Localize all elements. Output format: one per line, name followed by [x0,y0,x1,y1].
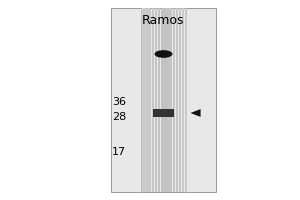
Text: Ramos: Ramos [142,14,185,26]
Bar [154,8,155,192]
Bar [161,8,162,192]
Bar [148,8,149,192]
Bar [175,8,176,192]
Bar [163,8,164,192]
Bar [168,8,169,192]
Bar [157,8,158,192]
Ellipse shape [154,50,172,58]
Bar [156,8,157,192]
Bar [172,8,173,192]
Bar [158,8,159,192]
Bar [177,8,178,192]
Bar [164,8,165,192]
Text: 17: 17 [112,147,126,157]
Bar [143,8,144,192]
Bar [147,8,148,192]
Bar [181,8,182,192]
Bar [176,8,177,192]
Bar [178,8,179,192]
Bar [169,8,170,192]
Bar [159,8,160,192]
Bar [152,8,153,192]
Bar [153,8,154,192]
Bar [150,8,151,192]
Text: 36: 36 [112,97,126,107]
Bar [151,8,152,192]
Bar [183,8,184,192]
Bar [174,8,175,192]
Text: 28: 28 [112,112,126,122]
Bar [170,8,171,192]
Bar [185,8,186,192]
Bar [142,8,143,192]
Bar [111,8,216,192]
Bar [149,8,150,192]
Bar [155,8,156,192]
Bar [167,8,168,192]
Bar [180,8,181,192]
Bar [179,8,180,192]
Bar [162,8,163,192]
Bar [166,8,167,192]
Bar [165,8,166,192]
Bar [160,8,161,192]
Bar [145,8,146,192]
Polygon shape [190,109,201,117]
Bar [146,8,147,192]
Bar [171,8,172,192]
Bar [141,8,142,192]
Bar [184,8,185,192]
Bar [173,8,174,192]
Bar [169,8,170,192]
Bar [144,8,145,192]
Bar [182,8,183,192]
Bar [153,109,174,117]
